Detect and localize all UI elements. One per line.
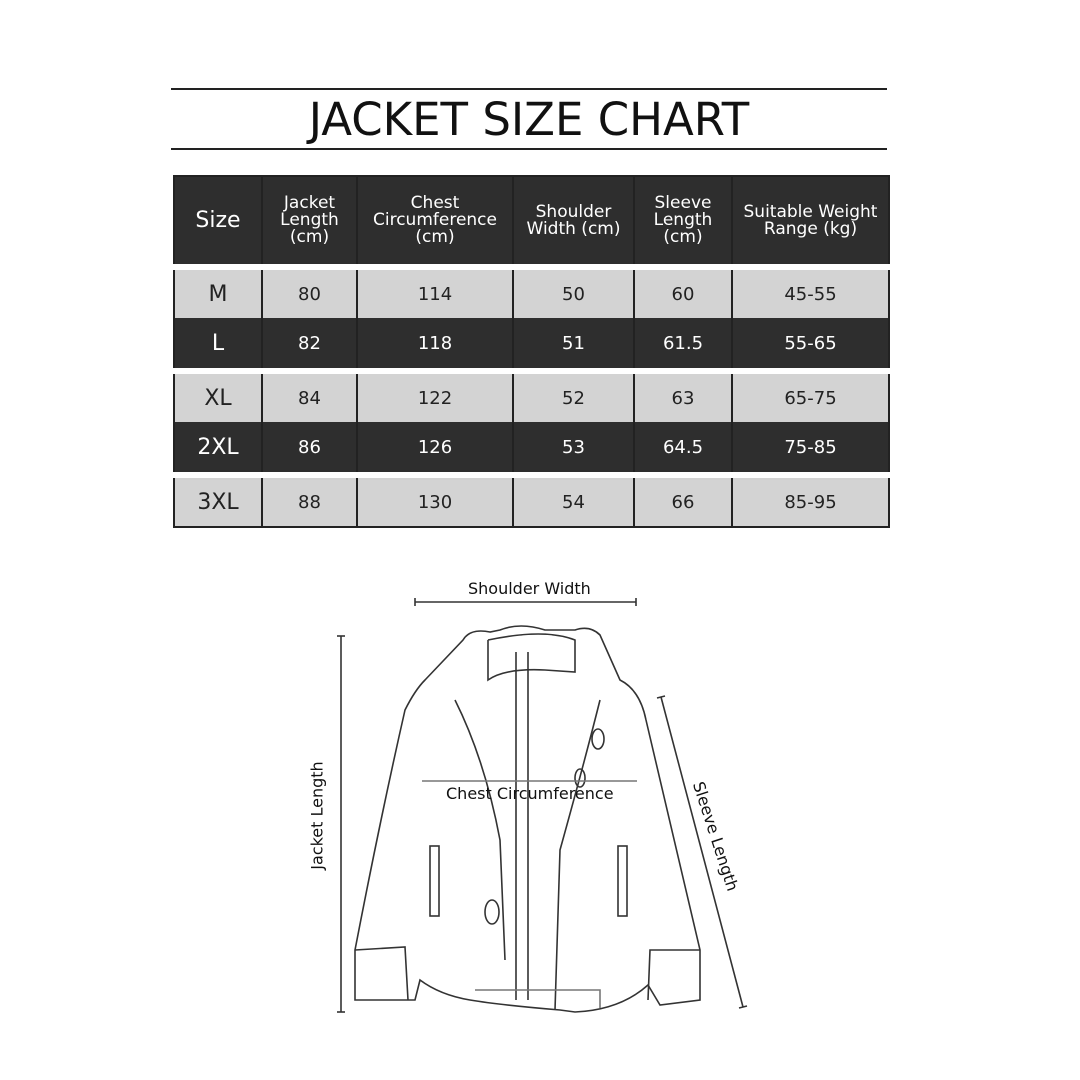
table-row: XL 84 122 52 63 65-75 (173, 368, 890, 422)
title-top-rule (171, 88, 887, 90)
size-table: Size Jacket Length (cm) Chest Circumfere… (173, 175, 890, 528)
table-header-row: Size Jacket Length (cm) Chest Circumfere… (173, 176, 890, 267)
jacket-length-line (337, 635, 345, 1013)
value-cell: 85-95 (731, 472, 890, 527)
table-row: L 82 118 51 61.5 55-65 (173, 318, 890, 371)
value-cell: 45-55 (731, 264, 890, 318)
value-cell: 126 (356, 422, 514, 475)
chest-circumference-label: Chest Circumference (446, 784, 614, 803)
value-cell: 51 (512, 318, 635, 371)
value-cell: 86 (261, 422, 358, 475)
header-size: Size (173, 176, 263, 267)
value-cell: 84 (261, 368, 358, 422)
value-cell: 130 (356, 472, 514, 527)
value-cell: 64.5 (633, 422, 733, 475)
page-title: JACKET SIZE CHART (308, 93, 750, 146)
jacket-outline-icon (354, 625, 701, 1013)
header-weight: Suitable Weight Range (kg) (731, 176, 890, 267)
size-cell: XL (173, 368, 263, 422)
header-jacket-length: Jacket Length (cm) (261, 176, 358, 267)
table-row: 2XL 86 126 53 64.5 75-85 (173, 422, 890, 475)
value-cell: 63 (633, 368, 733, 422)
title-bottom-rule (171, 148, 887, 150)
header-chest: Chest Circumference (cm) (356, 176, 514, 267)
shoulder-width-line (414, 598, 637, 606)
size-cell: M (173, 264, 263, 318)
sleeve-length-line (656, 695, 748, 1009)
jacket-length-label: Jacket Length (307, 761, 327, 870)
value-cell: 122 (356, 368, 514, 422)
value-cell: 54 (512, 472, 635, 527)
value-cell: 80 (261, 264, 358, 318)
value-cell: 66 (633, 472, 733, 527)
table-row: 3XL 88 130 54 66 85-95 (173, 472, 890, 527)
size-cell: L (173, 318, 263, 371)
shoulder-width-label: Shoulder Width (468, 579, 591, 598)
value-cell: 60 (633, 264, 733, 318)
value-cell: 118 (356, 318, 514, 371)
value-cell: 114 (356, 264, 514, 318)
value-cell: 52 (512, 368, 635, 422)
table-row: M 80 114 50 60 45-55 (173, 264, 890, 318)
value-cell: 61.5 (633, 318, 733, 371)
value-cell: 65-75 (731, 368, 890, 422)
header-shoulder: Shoulder Width (cm) (512, 176, 635, 267)
size-cell: 3XL (173, 472, 263, 527)
header-sleeve: Sleeve Length (cm) (633, 176, 733, 267)
value-cell: 53 (512, 422, 635, 475)
value-cell: 88 (261, 472, 358, 527)
value-cell: 82 (261, 318, 358, 371)
value-cell: 50 (512, 264, 635, 318)
value-cell: 55-65 (731, 318, 890, 371)
value-cell: 75-85 (731, 422, 890, 475)
size-cell: 2XL (173, 422, 263, 475)
